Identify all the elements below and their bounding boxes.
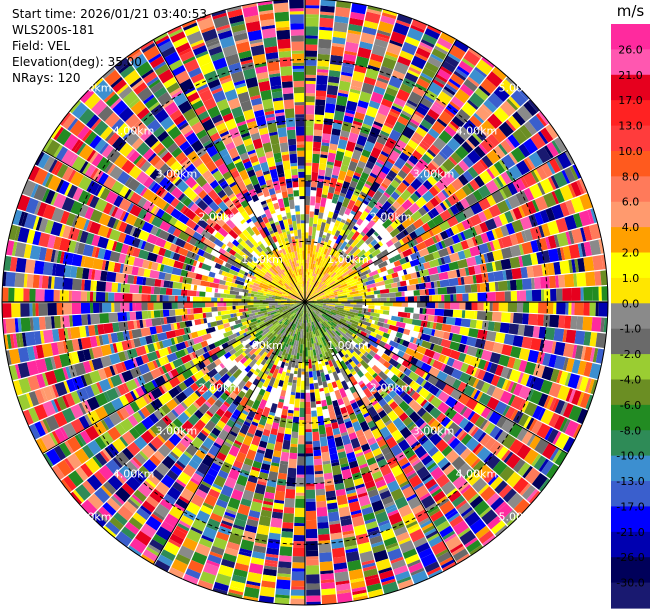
ring-label: 3.00km (156, 167, 198, 180)
ring-label: 1.00km (241, 253, 283, 266)
ring-label: 4.00km (113, 467, 155, 480)
ring-label: 1.00km (327, 339, 369, 352)
ring-label: 5.00km (499, 82, 541, 95)
field-label: Field: VEL (12, 39, 71, 53)
ring-label: 3.00km (156, 425, 198, 438)
ring-label: 5.00km (70, 82, 112, 95)
nrays-label: NRays: 120 (12, 71, 81, 85)
velocity-field (2, 0, 608, 605)
ring-label: 4.00km (456, 125, 498, 138)
ring-label: 2.00km (199, 382, 241, 395)
azimuth-line (42, 150, 306, 303)
azimuth-line (304, 301, 457, 565)
start-time-label: Start time: 2026/01/21 03:40:53 (12, 7, 207, 21)
info-panel: Start time: 2026/01/21 03:40:53 WLS200s-… (12, 6, 207, 86)
azimuth-line (153, 39, 306, 303)
ring-label: 5.00km (70, 510, 112, 523)
elevation-label: Elevation(deg): 35.00 (12, 55, 142, 69)
ring-label: 5.00km (499, 510, 541, 523)
azimuth-line (304, 301, 568, 454)
azimuth-line (153, 301, 306, 565)
ring-label: 2.00km (370, 210, 412, 223)
azimuth-line (304, 150, 568, 303)
ring-label: 2.00km (199, 210, 241, 223)
azimuth-line (42, 301, 306, 454)
ring-label: 3.00km (413, 167, 455, 180)
ring-label: 4.00km (113, 125, 155, 138)
azimuth-line (304, 39, 457, 303)
ring-label: 1.00km (241, 339, 283, 352)
ring-label: 2.00km (370, 382, 412, 395)
ring-label: 4.00km (456, 467, 498, 480)
site-label: WLS200s-181 (12, 23, 95, 37)
ring-label: 3.00km (413, 425, 455, 438)
ring-label: 1.00km (327, 253, 369, 266)
